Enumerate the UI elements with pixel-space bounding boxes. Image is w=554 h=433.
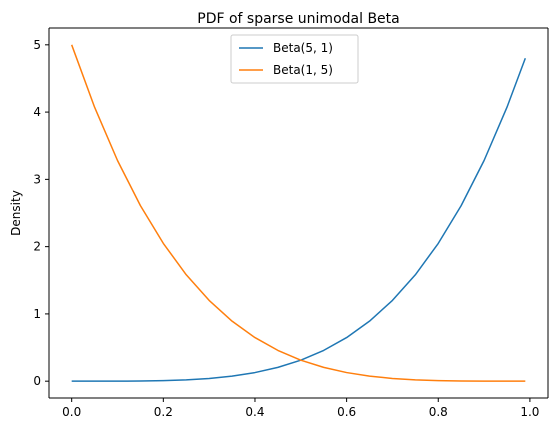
chart-title: PDF of sparse unimodal Beta: [197, 11, 399, 27]
legend: Beta(5, 1) Beta(1, 5): [230, 34, 359, 84]
x-tick-label: 0.8: [429, 405, 448, 419]
plot-area: [49, 28, 548, 398]
y-axis-label: Density: [9, 190, 23, 236]
x-axis-ticks: 0.0 0.2 0.4 0.6 0.8 1.0: [62, 398, 539, 419]
y-tick-label: 3: [33, 172, 41, 186]
y-tick-label: 2: [33, 240, 41, 254]
x-tick-label: 0.2: [154, 405, 173, 419]
y-axis-ticks: 0 1 2 3 4 5: [33, 38, 49, 388]
y-tick-label: 4: [33, 105, 41, 119]
y-tick-label: 5: [33, 38, 41, 52]
legend-label-beta-1-5: Beta(1, 5): [273, 63, 333, 77]
y-tick-label: 1: [33, 307, 41, 321]
legend-box: [230, 34, 359, 84]
series-line-beta-1-5: [70, 44, 526, 382]
x-tick-label: 1.0: [520, 405, 539, 419]
x-tick-label: 0.4: [245, 405, 264, 419]
x-tick-label: 0.6: [337, 405, 356, 419]
axes-frame: [48, 27, 549, 399]
series-layer: [70, 44, 527, 382]
y-tick-label: 0: [33, 374, 41, 388]
x-tick-label: 0.0: [62, 405, 81, 419]
legend-label-beta-5-1: Beta(5, 1): [273, 41, 333, 55]
